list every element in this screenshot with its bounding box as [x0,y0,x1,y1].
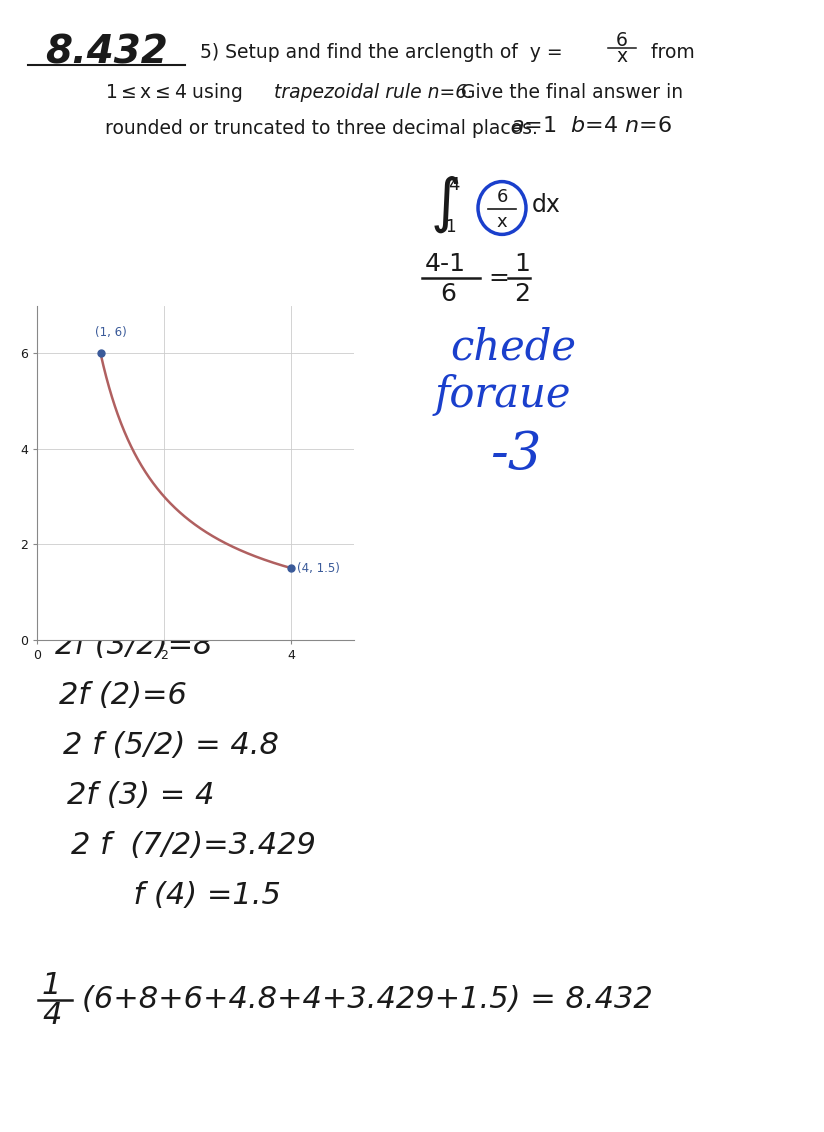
Text: f (1) =6: f (1) =6 [55,581,173,609]
Text: 1: 1 [514,252,530,276]
Text: 2: 2 [514,282,530,306]
Text: (6+8+6+4.8+4+3.429+1.5) = 8.432: (6+8+6+4.8+4+3.429+1.5) = 8.432 [82,986,653,1014]
Text: foraue: foraue [435,374,572,415]
Text: (1, 6): (1, 6) [96,326,127,340]
Text: 5) Setup and find the arclength of  y =: 5) Setup and find the arclength of y = [200,43,563,61]
Text: 2f (3/2)=8: 2f (3/2)=8 [55,631,213,660]
Text: rounded or truncated to three decimal places.: rounded or truncated to three decimal pl… [105,119,538,137]
Text: -3: -3 [490,429,541,480]
Text: dx: dx [532,192,561,217]
Text: 8.432: 8.432 [45,33,168,71]
Text: (4, 1.5): (4, 1.5) [297,561,340,575]
Text: 6: 6 [496,188,508,206]
Text: 2 f  (7/2)=3.429: 2 f (7/2)=3.429 [71,831,316,859]
Text: 2f (2)=6: 2f (2)=6 [59,680,187,710]
Text: f (4) =1.5: f (4) =1.5 [75,881,281,909]
Text: $a$=1  $b$=4 $n$=6: $a$=1 $b$=4 $n$=6 [510,115,672,136]
Text: 2 f (5/2) = 4.8: 2 f (5/2) = 4.8 [63,730,279,760]
Text: 1$\leq$x$\leq$4 using: 1$\leq$x$\leq$4 using [105,80,243,103]
Text: trapezoidal rule n=6.: trapezoidal rule n=6. [268,83,473,102]
Text: 6: 6 [616,31,628,50]
Text: 4: 4 [42,1002,61,1030]
Text: 1: 1 [445,218,456,235]
Text: x: x [616,48,628,67]
Text: 1: 1 [42,971,61,1001]
Text: Give the final answer in: Give the final answer in [455,83,683,102]
Text: x: x [497,213,508,231]
Text: =: = [488,266,509,290]
Text: 4: 4 [448,175,460,194]
Text: $\int$: $\int$ [430,174,459,235]
Text: chede: chede [450,327,576,369]
Text: 2f (3) = 4: 2f (3) = 4 [67,780,214,809]
Text: 6: 6 [440,282,456,306]
Text: from: from [645,43,695,61]
Text: 4-1: 4-1 [425,252,466,276]
